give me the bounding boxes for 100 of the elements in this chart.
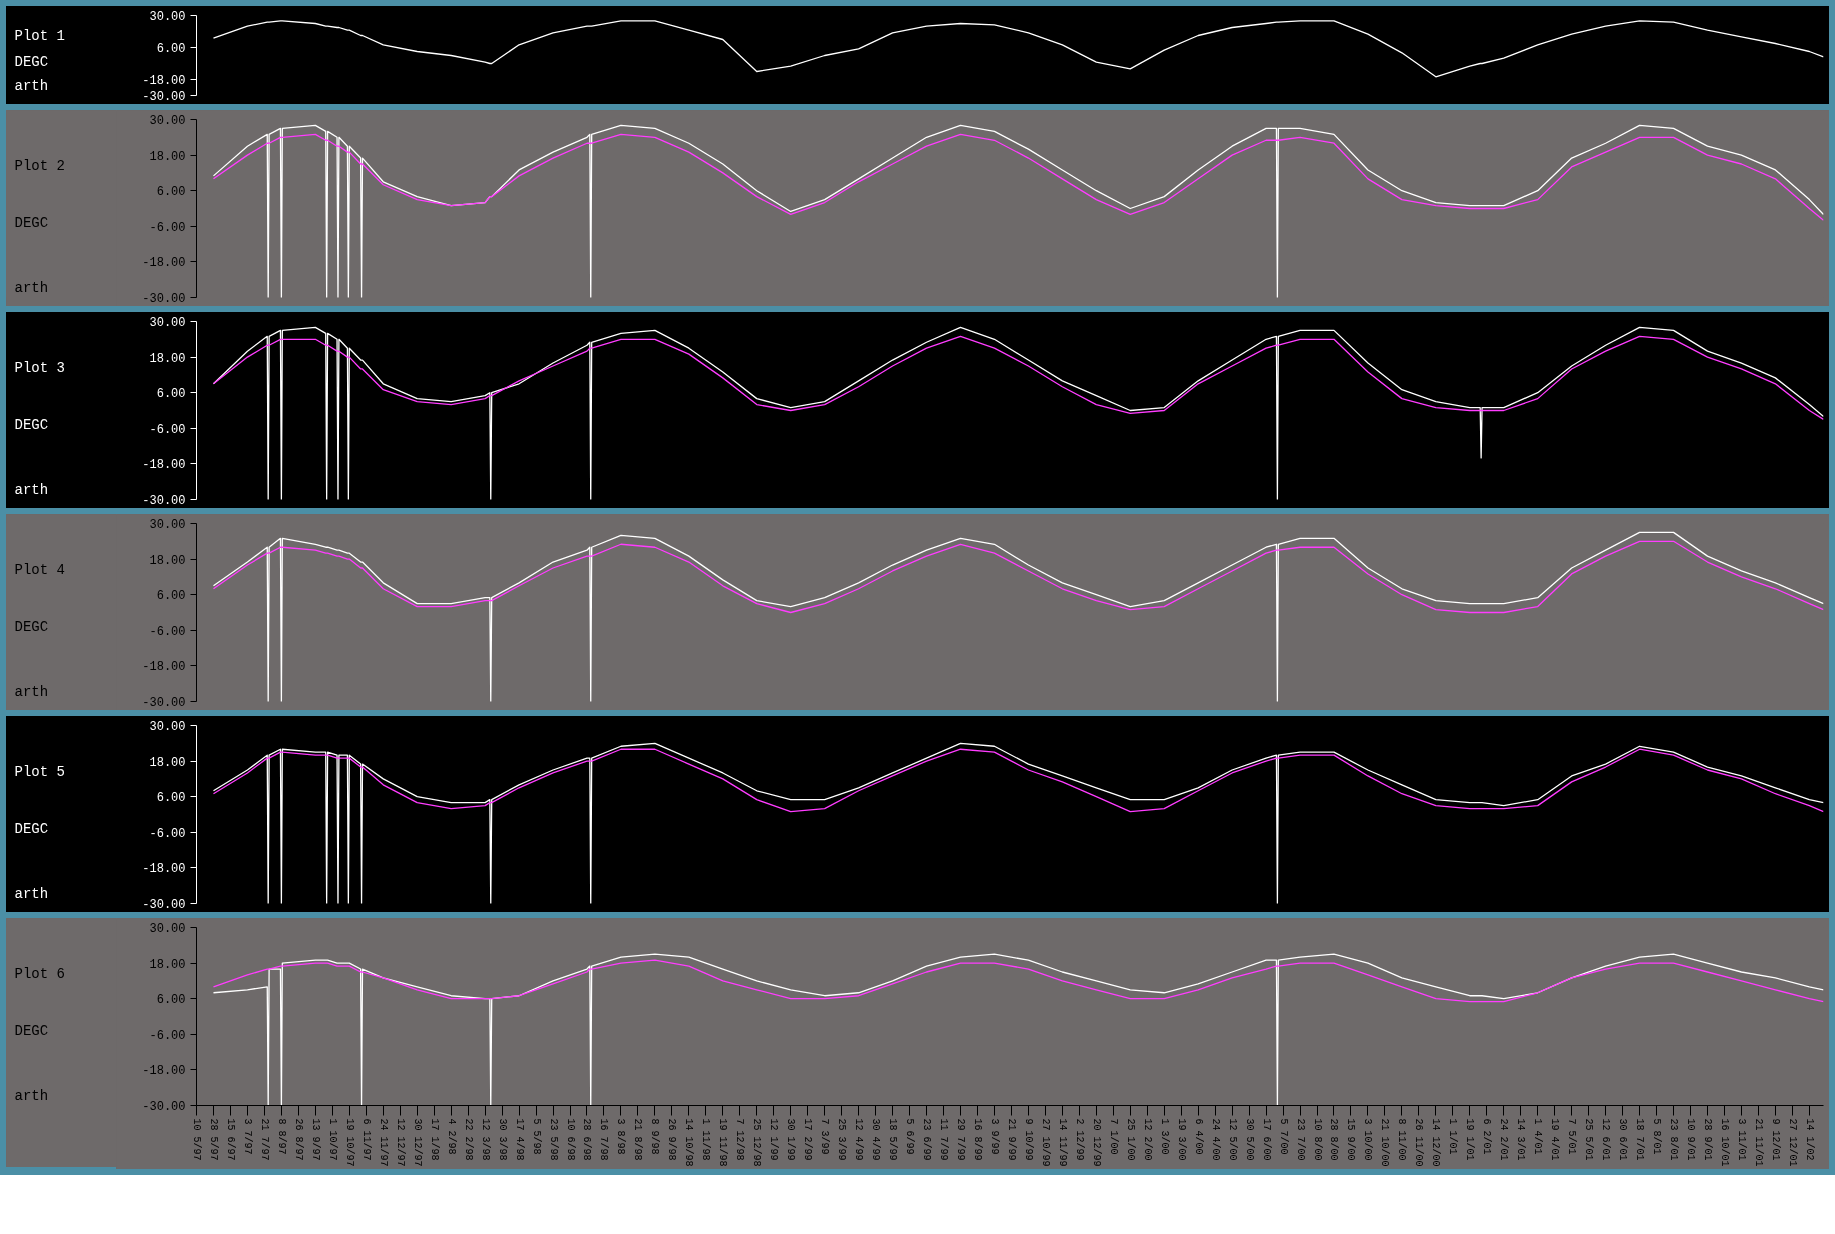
x-tick-label: 13 9/97 <box>309 1118 321 1161</box>
line-series <box>212 748 1824 813</box>
y-tick-label: -6.00 <box>149 220 186 235</box>
line-series <box>212 742 1824 904</box>
text: Plot 2 <box>14 157 65 174</box>
x-tick-label: 9 10/99 <box>1022 1118 1034 1161</box>
y-tick-label: -6.00 <box>149 1028 186 1043</box>
y-tick-label: 6.00 <box>156 589 186 604</box>
y-tick-label: -18.00 <box>142 74 186 88</box>
y-axis-title: DEGC <box>14 820 49 837</box>
x-tick-label: 1 10/97 <box>326 1118 338 1161</box>
text: Plot 1 <box>14 28 65 45</box>
x-tick-label: 1 3/00 <box>1158 1118 1170 1155</box>
x-tick-label: 7 5/01 <box>1566 1118 1578 1155</box>
x-tick-label: 17 4/98 <box>513 1118 525 1161</box>
y-tick-label: -30.00 <box>142 898 186 912</box>
x-tick-label: 10 6/98 <box>564 1118 576 1161</box>
x-tick-label: 6 2/01 <box>1481 1118 1493 1155</box>
text: arth <box>14 885 49 902</box>
x-tick-label: 16 7/98 <box>598 1118 610 1161</box>
line-series <box>212 953 1824 1106</box>
text: arth <box>14 1087 49 1104</box>
x-tick-label: 15 6/97 <box>224 1118 236 1161</box>
y-tick-label: -18.00 <box>142 862 186 877</box>
line-series <box>212 133 1824 222</box>
x-tick-label: 24 4/00 <box>1209 1118 1221 1161</box>
x-tick-label: 2 12/99 <box>1073 1118 1085 1161</box>
y-tick-label: -18.00 <box>142 256 186 271</box>
x-tick-label: 21 8/98 <box>632 1118 644 1161</box>
x-tick-label: 16 8/99 <box>971 1118 983 1161</box>
x-tick-label: 21 9/99 <box>1005 1118 1017 1161</box>
x-tick-label: 7 3/99 <box>819 1118 831 1155</box>
x-tick-label: 19 4/01 <box>1549 1118 1561 1161</box>
y-tick-label: 30.00 <box>149 10 186 24</box>
x-tick-label: 12 2/00 <box>1141 1118 1153 1161</box>
x-tick-label: 3 10/00 <box>1362 1118 1374 1161</box>
y-axis-title: DEGC <box>14 214 49 231</box>
x-tick-label: 25 12/98 <box>751 1118 763 1167</box>
line-series <box>212 540 1824 614</box>
y-tick-label: 30.00 <box>149 114 186 128</box>
x-tick-label: 14 3/01 <box>1515 1118 1527 1161</box>
x-tick-label: 1 4/01 <box>1532 1118 1544 1155</box>
x-tick-label: 18 5/99 <box>887 1118 899 1161</box>
x-tick-label: 12 3/98 <box>479 1118 491 1161</box>
text: Plot 3 <box>14 359 65 376</box>
x-tick-label: 21 7/97 <box>258 1118 270 1161</box>
x-tick-label: 3 11/01 <box>1735 1118 1747 1161</box>
x-tick-label: 11 7/99 <box>938 1118 950 1161</box>
x-tick-label: 19 1/01 <box>1464 1118 1476 1161</box>
x-tick-label: 5 5/98 <box>530 1118 542 1155</box>
x-tick-label: 25 1/00 <box>1124 1118 1136 1161</box>
line-series <box>212 335 1824 421</box>
x-tick-label: 28 9/01 <box>1701 1118 1713 1161</box>
y-axis-title: DEGC <box>14 1022 49 1039</box>
x-tick-label: 20 12/99 <box>1090 1118 1102 1167</box>
text: arth <box>14 481 49 498</box>
x-tick-label: 12 12/97 <box>394 1118 406 1167</box>
x-tick-label: 17 1/98 <box>428 1118 440 1161</box>
x-tick-label: 3 8/98 <box>615 1118 627 1155</box>
x-tick-label: 8 9/98 <box>649 1118 661 1155</box>
y-tick-label: 18.00 <box>149 553 186 568</box>
x-tick-label: 12 4/99 <box>853 1118 865 1161</box>
y-tick-label: 6.00 <box>156 185 186 200</box>
text: Plot 5 <box>14 763 65 780</box>
y-tick-label: 18.00 <box>149 957 186 972</box>
y-tick-label: -18.00 <box>142 458 186 473</box>
line-series <box>212 959 1824 1003</box>
text: arth <box>14 683 49 700</box>
x-tick-label: 26 11/00 <box>1413 1118 1425 1167</box>
y-axis-title: DEGC <box>14 618 49 635</box>
text: arth <box>14 77 49 94</box>
y-tick-label: 30.00 <box>149 922 186 936</box>
x-tick-label: 6 4/00 <box>1192 1118 1204 1155</box>
x-tick-label: 7 12/98 <box>734 1118 746 1161</box>
x-tick-label: 28 5/97 <box>207 1118 219 1161</box>
x-tick-label: 30 12/97 <box>411 1118 423 1167</box>
x-tick-label: 10 9/01 <box>1685 1118 1697 1161</box>
y-tick-label: 30.00 <box>149 720 186 734</box>
x-tick-label: 19 11/98 <box>717 1118 729 1167</box>
x-tick-label: 12 6/01 <box>1600 1118 1612 1161</box>
x-tick-label: 16 10/01 <box>1718 1118 1730 1167</box>
y-tick-label: 6.00 <box>156 42 186 56</box>
y-tick-label: -30.00 <box>142 1100 186 1114</box>
y-tick-label: -30.00 <box>142 90 186 104</box>
x-tick-label: 23 5/98 <box>547 1118 559 1161</box>
x-tick-label: 15 9/00 <box>1345 1118 1357 1161</box>
x-tick-label: 1 1/01 <box>1447 1118 1459 1155</box>
line-series <box>212 124 1824 298</box>
x-tick-label: 21 11/01 <box>1752 1118 1764 1167</box>
x-tick-label: 5 8/01 <box>1651 1118 1663 1155</box>
x-tick-label: 4 2/98 <box>445 1118 457 1155</box>
x-tick-label: 12 5/00 <box>1226 1118 1238 1161</box>
line-series <box>212 531 1824 702</box>
y-tick-label: -18.00 <box>142 660 186 675</box>
x-tick-label: 5 6/99 <box>904 1118 916 1155</box>
x-tick-label: 10 8/00 <box>1311 1118 1323 1161</box>
x-tick-label: 3 7/97 <box>241 1118 253 1155</box>
x-tick-label: 14 11/99 <box>1056 1118 1068 1167</box>
x-tick-label: 29 7/99 <box>954 1118 966 1161</box>
x-tick-label: 27 10/99 <box>1039 1118 1051 1167</box>
